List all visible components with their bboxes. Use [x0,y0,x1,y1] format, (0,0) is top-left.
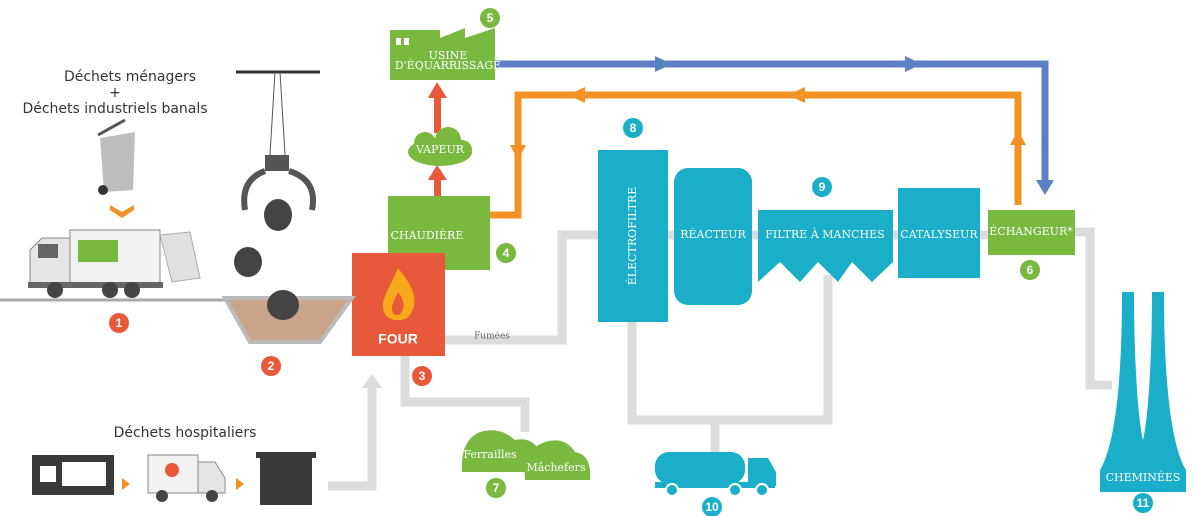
catalyseur-label: CATALYSEUR [900,228,978,241]
badges: 1 2 3 4 5 6 7 8 9 10 11 [109,8,1153,516]
cheminees [1100,292,1186,492]
blue-pipe [495,60,1049,180]
window [404,38,409,45]
badge-number: 3 [419,369,426,383]
echangeur-label: ÉCHANGEUR* [989,224,1073,238]
badge-circle [261,356,281,376]
badge-circle [109,313,129,333]
reacteur [674,168,752,305]
echangeur [988,210,1075,255]
hospital-icons [32,452,316,505]
machefers-label: Mâchefers [526,461,585,474]
input-label: + [109,85,121,101]
usine-label: USINE [429,49,468,62]
vapeur-label: VAPEUR [415,143,465,156]
flame-core [392,292,404,316]
input-label: Déchets industriels banals [22,101,207,117]
badge-circle [412,366,432,386]
reacteur-label: RÉACTEUR [680,227,746,241]
badge-number: 2 [268,359,275,373]
badge-circle [1020,260,1040,280]
bin [97,118,135,195]
input-label: Déchets hospitaliers [114,425,257,441]
badge-number: 6 [1027,263,1034,277]
tanker [655,452,776,497]
badge-circle [480,8,500,28]
usine [390,28,495,80]
arrow [362,374,382,388]
vapeur-cloud [408,127,472,166]
usine-label: D'ÉQUARRISSAGE [395,58,501,72]
crane [234,70,320,320]
ferrailles-label: Ferrailles [463,448,517,461]
badge-number: 10 [705,500,719,514]
badge-number: 5 [487,11,494,25]
steam-arrows [428,82,447,196]
window [396,38,401,45]
badge-number: 9 [819,180,826,194]
electrofiltre [598,150,668,322]
badge-circle [812,177,832,197]
cheminees-label: CHEMINÉES [1106,470,1181,484]
badge-circle [623,118,643,138]
electrofiltre-label: ÉLECTROFILTRE [625,187,639,285]
orange-arrows [510,87,1026,160]
fumees-label: Fumées [474,331,510,342]
badge-circle [1133,493,1153,513]
input-label: Déchets ménagers [64,69,196,85]
badge-circle [486,478,506,498]
badge-number: 1 [116,316,123,330]
badge-number: 4 [503,246,510,260]
filtre-label: FILTRE À MANCHES [765,227,884,241]
blue-arrows [655,56,1054,195]
arrow [110,205,134,218]
filtre [758,210,893,282]
pit [221,296,356,344]
badge-circle [702,497,722,516]
residue-piles [461,430,591,480]
badge-number: 7 [493,481,500,495]
badge-number: 11 [1137,496,1150,510]
gray-pipes [328,227,1112,491]
badge-circle [496,243,516,263]
chaudiere-label: CHAUDIÈRE [391,228,464,242]
catalyseur [898,188,980,278]
garbage-truck [28,229,201,298]
four-label: FOUR [378,331,418,347]
badge-number: 8 [630,121,637,135]
